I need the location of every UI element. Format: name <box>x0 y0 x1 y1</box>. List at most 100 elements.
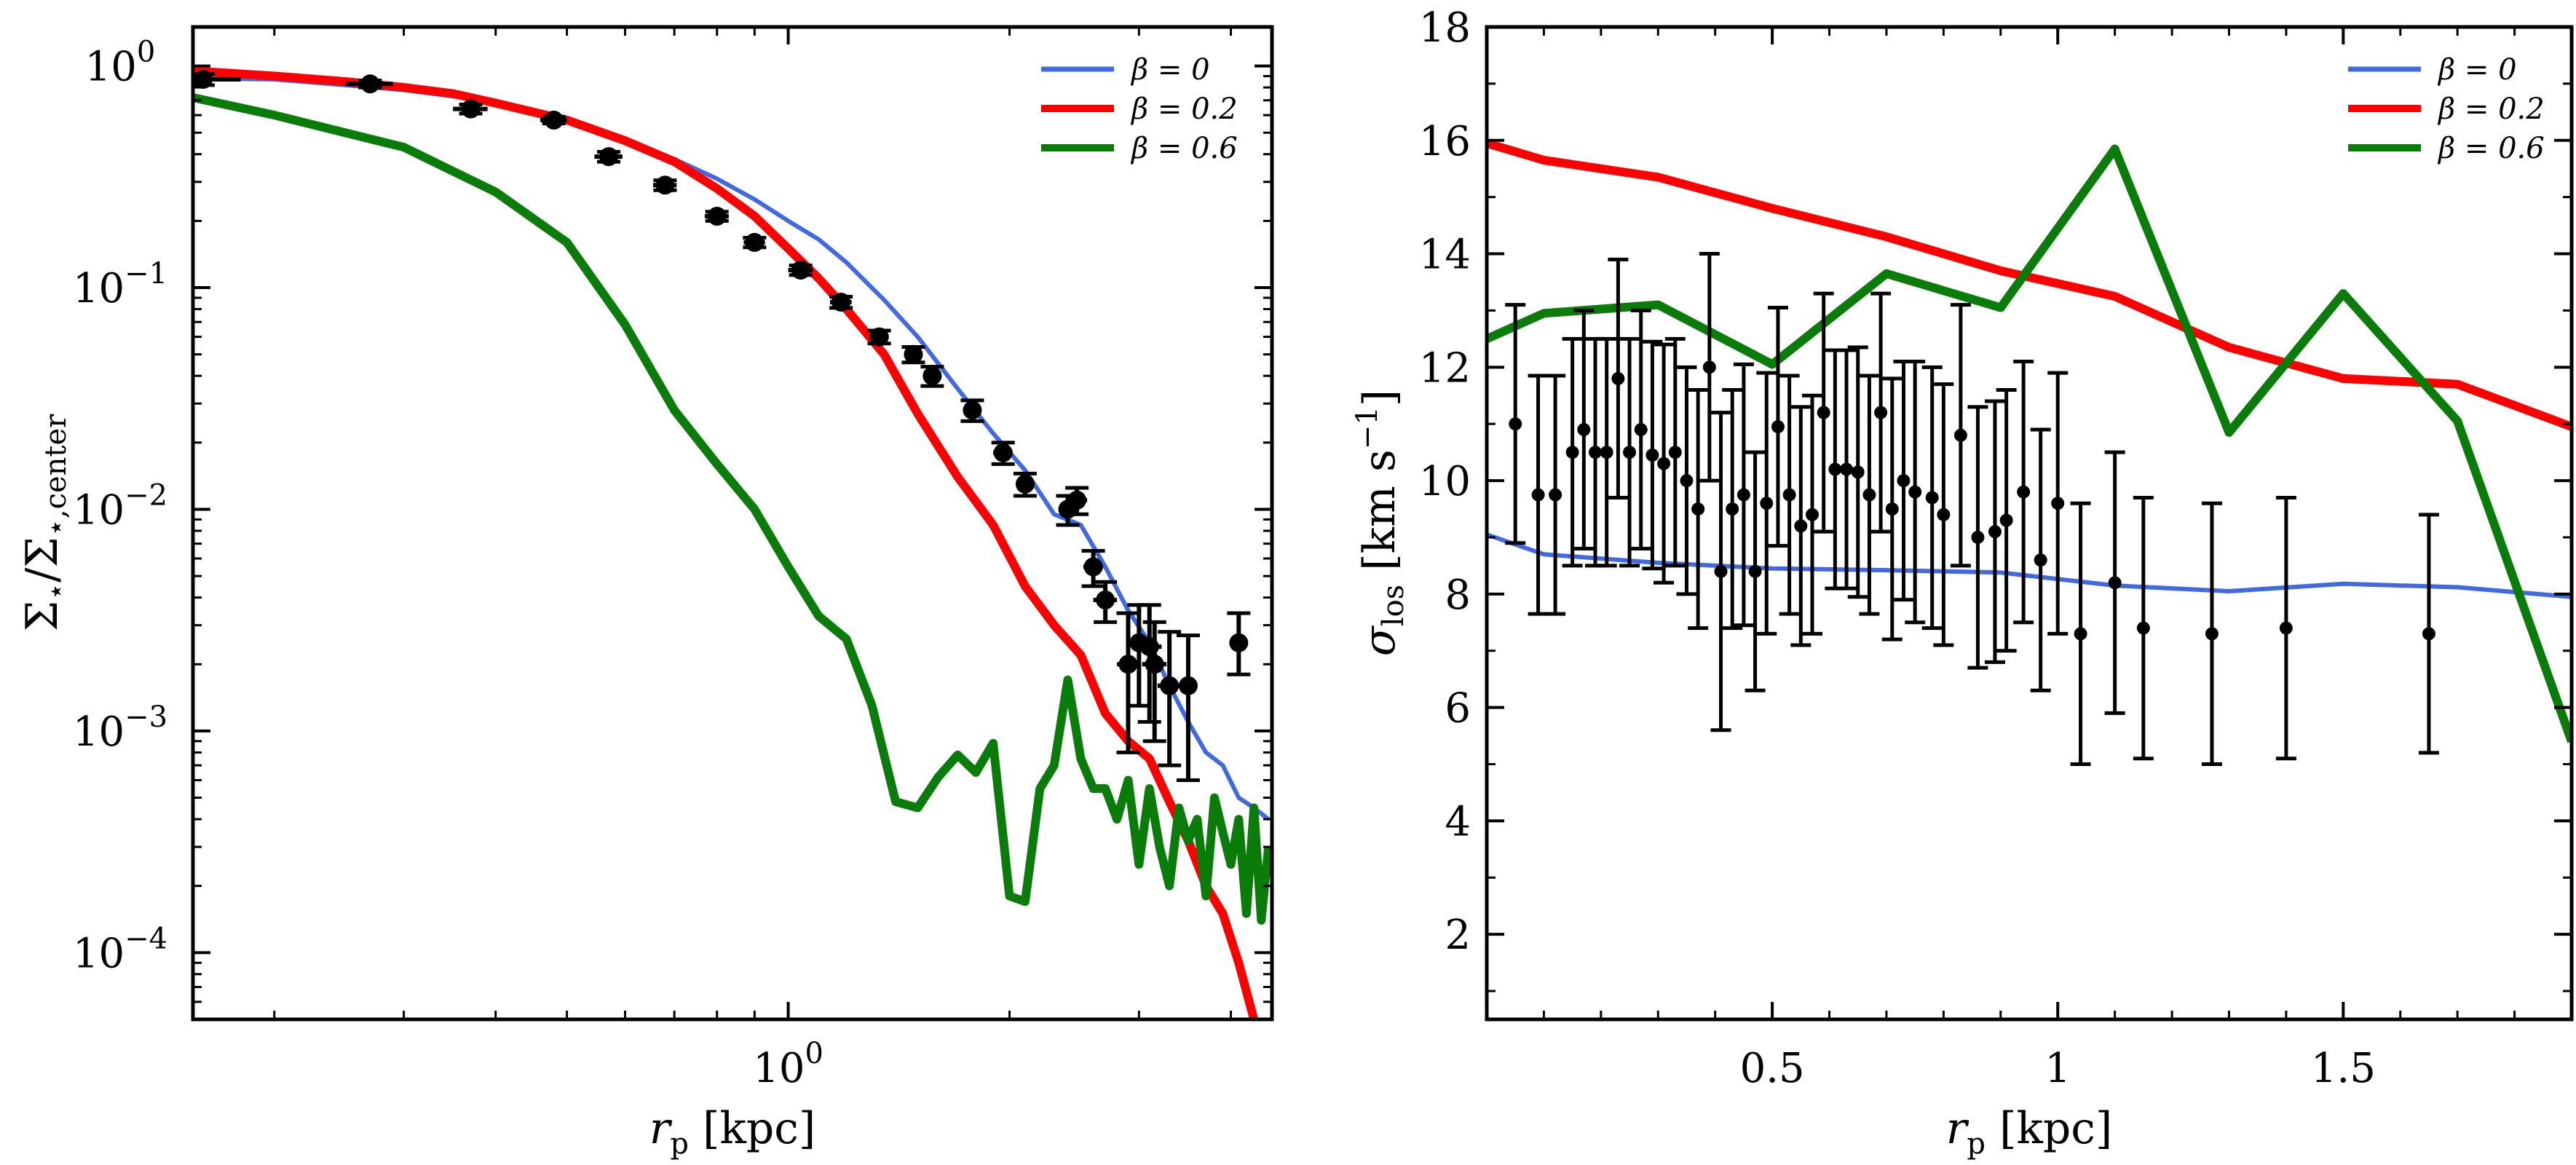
left-series-line-2 <box>193 93 1272 925</box>
right-data-point <box>1699 252 1720 483</box>
right-point-marker <box>1908 485 1922 499</box>
right-data-point <box>1779 374 1800 616</box>
left-legend-label: β = 0 <box>1130 53 1210 87</box>
right-y-tick-label: 2 <box>1445 912 1471 959</box>
right-data-point <box>2275 495 2296 761</box>
right-point-marker <box>1702 360 1716 374</box>
left-point-marker <box>922 366 942 386</box>
right-point-marker <box>1748 564 1762 578</box>
right-y-tick-label: 10 <box>1419 458 1471 505</box>
right-data-point <box>1608 257 1629 499</box>
left-y-tick-label: 10−3 <box>73 700 167 756</box>
right-point-marker <box>1937 508 1951 521</box>
left-plot-frame <box>191 25 1274 1022</box>
left-legend-label: β = 0.2 <box>1130 92 1238 126</box>
right-data-point <box>1847 345 1868 599</box>
right-point-marker <box>1999 513 2013 527</box>
left-point-marker <box>963 400 982 420</box>
left-y-tick-label: 100 <box>85 36 156 91</box>
right-point-marker <box>1691 502 1705 516</box>
left-point-marker <box>707 206 727 226</box>
right-point-marker <box>1782 488 1796 502</box>
right-x-tick-label: 1 <box>2044 1045 2071 1092</box>
left-data-point <box>1157 630 1182 767</box>
right-point-marker <box>1668 446 1682 459</box>
right-point-marker <box>1862 488 1876 502</box>
right-y-tick-label: 14 <box>1419 232 1471 279</box>
right-data-point <box>1630 308 1651 551</box>
left-y-tick-label: 10−1 <box>73 257 167 312</box>
right-point-marker <box>1714 564 1728 578</box>
left-point-marker <box>193 70 213 90</box>
right-data-point <box>1676 365 1697 596</box>
right-data-point <box>2070 501 2091 767</box>
left-point-marker <box>993 443 1013 462</box>
left-data-point <box>540 110 567 130</box>
right-point-marker <box>1851 465 1865 479</box>
right-point-marker <box>2074 627 2087 641</box>
right-legend-label: β = 0.6 <box>2437 132 2545 165</box>
right-point-marker <box>1634 422 1648 436</box>
right-data-point <box>1545 374 1566 616</box>
right-data-point <box>1688 387 1709 631</box>
right-point-marker <box>1897 474 1911 488</box>
left-point-marker <box>1083 557 1103 577</box>
right-data-point <box>2133 495 2154 761</box>
right-point-marker <box>1565 446 1579 459</box>
right-data-point <box>1654 342 1675 585</box>
right-y-tick-label: 6 <box>1445 685 1471 732</box>
right-data-point <box>1996 387 2017 653</box>
right-data-point <box>1870 291 1892 534</box>
right-point-marker <box>1953 428 1967 442</box>
right-data-point <box>2047 371 2069 636</box>
right-point-marker <box>1577 422 1591 436</box>
right-point-marker <box>1760 497 1774 510</box>
left-data-point <box>1013 471 1037 498</box>
right-data-point <box>1859 374 1880 616</box>
right-data-point <box>1756 371 1777 636</box>
left-y-axis-label: Σ⋆/Σ⋆,center <box>17 414 73 631</box>
right-point-marker <box>1771 420 1785 434</box>
right-point-marker <box>1874 406 1888 419</box>
left-point-marker <box>544 110 564 130</box>
right-data-point <box>1664 336 1686 568</box>
right-point-marker <box>2136 621 2150 635</box>
left-data-point <box>1142 620 1167 743</box>
right-point-marker <box>1509 417 1522 431</box>
right-data-point <box>1893 360 1914 602</box>
left-data-point <box>453 99 488 119</box>
right-point-marker <box>1828 462 1842 476</box>
right-data-point <box>1825 348 1846 591</box>
right-data-point <box>1562 336 1583 568</box>
right-series-line-2 <box>1487 144 2572 743</box>
right-data-point <box>1790 405 1812 647</box>
left-y-tick-label: 10−4 <box>73 922 167 977</box>
left-panel: 10−4 10−3 10−2 10−1 100 100 β = 0 β = 0.2 β = 0… <box>17 25 1274 1161</box>
right-data-point <box>1836 348 1857 591</box>
left-y-tick-label: 10−2 <box>73 478 167 534</box>
right-point-marker <box>1623 446 1637 459</box>
right-point-marker <box>1988 525 2002 539</box>
left-data-point <box>991 441 1015 466</box>
left-point-marker <box>904 344 923 364</box>
right-x-axis-label: rp [kpc] <box>1946 1103 2113 1161</box>
right-point-marker <box>1817 406 1830 419</box>
right-point-marker <box>1840 462 1854 476</box>
left-point-marker <box>1118 655 1138 674</box>
right-y-tick-label: 4 <box>1445 798 1471 845</box>
left-x-axis-label: rp [kpc] <box>649 1103 816 1161</box>
left-data-point <box>920 365 944 388</box>
right-point-marker <box>1600 446 1613 459</box>
right-point-marker <box>1531 488 1545 502</box>
left-point-marker <box>655 175 675 195</box>
left-legend-label: β = 0.6 <box>1130 132 1238 165</box>
right-data-point <box>1619 336 1640 568</box>
right-legend-label: β = 0 <box>2437 53 2517 87</box>
right-data-point <box>1745 450 1766 692</box>
left-point-marker <box>1096 590 1115 609</box>
right-y-tick-label: 18 <box>1419 4 1471 52</box>
right-data-point <box>1881 376 1903 641</box>
right-data-point <box>1984 399 2005 664</box>
left-data-point <box>1227 611 1251 676</box>
left-data-point <box>1065 486 1089 516</box>
